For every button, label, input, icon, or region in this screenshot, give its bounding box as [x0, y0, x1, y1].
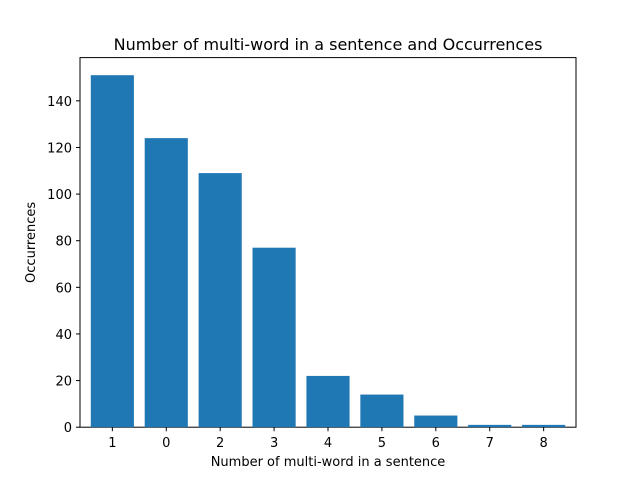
bar-5 [360, 394, 404, 428]
x-axis-ticks: 1 0 2 3 4 5 6 7 8 [108, 427, 548, 451]
x-tick-label: 7 [486, 436, 494, 451]
x-tick-label: 5 [378, 436, 386, 451]
bar-1 [90, 75, 134, 428]
bar-0 [144, 138, 188, 428]
bar-2 [198, 173, 242, 428]
x-tick-label: 4 [324, 436, 332, 451]
x-tick-label: 8 [540, 436, 548, 451]
x-axis-label: Number of multi-word in a sentence [211, 455, 446, 470]
x-tick-label: 0 [162, 436, 170, 451]
y-tick-label: 60 [55, 281, 72, 296]
bar-4 [306, 375, 350, 428]
y-axis-ticks: 0 20 40 60 80 100 120 140 [47, 95, 80, 436]
x-tick-label: 2 [216, 436, 224, 451]
x-tick-label: 3 [270, 436, 278, 451]
bar-7 [468, 424, 512, 428]
bar-6 [414, 415, 458, 428]
y-tick-label: 140 [47, 95, 72, 110]
x-tick-label: 6 [432, 436, 440, 451]
y-tick-label: 100 [47, 188, 72, 203]
y-axis-label: Occurrences [24, 202, 39, 283]
chart-title: Number of multi-word in a sentence and O… [114, 35, 543, 54]
y-tick-label: 120 [47, 141, 72, 156]
bar-8 [522, 424, 566, 428]
bars-group [90, 75, 566, 428]
y-tick-label: 40 [55, 328, 72, 343]
y-tick-label: 80 [55, 235, 72, 250]
bar-3 [252, 247, 296, 428]
y-tick-label: 0 [64, 421, 72, 436]
x-tick-label: 1 [108, 436, 116, 451]
y-tick-label: 20 [55, 375, 72, 390]
